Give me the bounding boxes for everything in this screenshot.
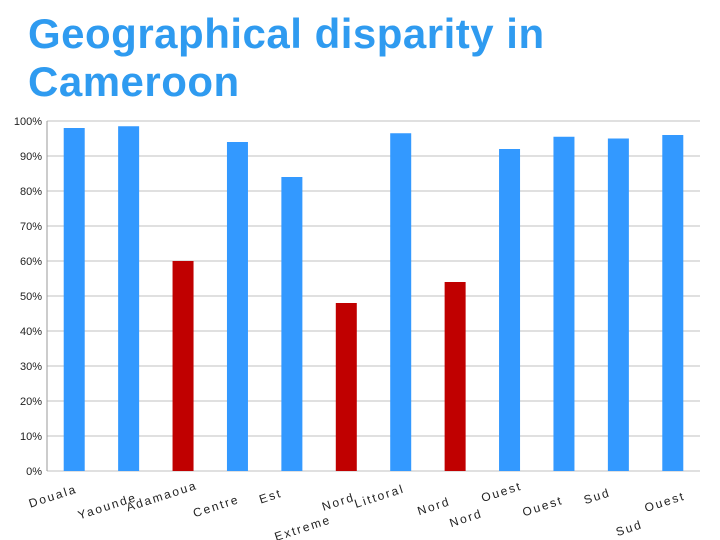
y-tick-label: 50% xyxy=(20,291,42,303)
bar-nord xyxy=(444,282,466,471)
y-tick-label: 80% xyxy=(20,186,42,198)
x-tick-label: Est xyxy=(257,486,284,507)
x-tick-label: Nord xyxy=(416,494,453,518)
x-tick-label-text: Extreme xyxy=(273,512,333,540)
bar-sud xyxy=(607,138,629,471)
x-tick-label-text: Nord xyxy=(416,494,453,518)
bar-nord-ouest xyxy=(499,149,521,471)
bar-yaounde xyxy=(118,126,140,471)
bar-adamaoua xyxy=(172,261,194,471)
y-tick-label: 0% xyxy=(26,466,42,478)
y-tick-label: 20% xyxy=(20,396,42,408)
x-tick-label-text: Ouest xyxy=(521,493,565,519)
bar-est xyxy=(281,177,303,471)
x-tick-label-text: Nord xyxy=(320,490,357,514)
y-tick-label: 40% xyxy=(20,326,42,338)
y-tick-label: 30% xyxy=(20,361,42,373)
x-tick-label-text: Ouest xyxy=(479,479,523,505)
bar-sud-ouest xyxy=(662,135,684,471)
y-tick-label: 70% xyxy=(20,221,42,233)
bar-littoral xyxy=(390,133,412,471)
bar-extreme-nord xyxy=(335,303,357,471)
x-tick-label-text: Douala xyxy=(27,482,79,511)
x-tick-label: Douala xyxy=(27,482,79,511)
bar-douala xyxy=(63,128,85,471)
y-tick-label: 10% xyxy=(20,431,42,443)
x-tick-label: Ouest xyxy=(521,493,565,519)
bar-centre xyxy=(226,142,248,471)
x-tick-label-text: Ouest xyxy=(643,489,687,515)
y-tick-label: 100% xyxy=(14,116,42,128)
x-tick-label-text: Littoral xyxy=(353,481,407,510)
x-tick-label-text: Sud xyxy=(582,485,612,507)
x-tick-label: Sud xyxy=(582,485,612,507)
y-tick-label: 60% xyxy=(20,256,42,268)
x-tick-label-text: Sud xyxy=(614,517,644,539)
y-tick-label: 90% xyxy=(20,151,42,163)
page-title: Geographical disparity in Cameroon xyxy=(28,10,545,105)
x-tick-label: Littoral xyxy=(353,481,407,510)
x-tick-label-text: Est xyxy=(257,486,284,507)
bar-ouest xyxy=(553,136,575,471)
x-tick-label-text: Centre xyxy=(191,492,241,520)
x-tick-label: Centre xyxy=(191,492,241,520)
x-tick-label-text: Nord xyxy=(448,506,485,530)
